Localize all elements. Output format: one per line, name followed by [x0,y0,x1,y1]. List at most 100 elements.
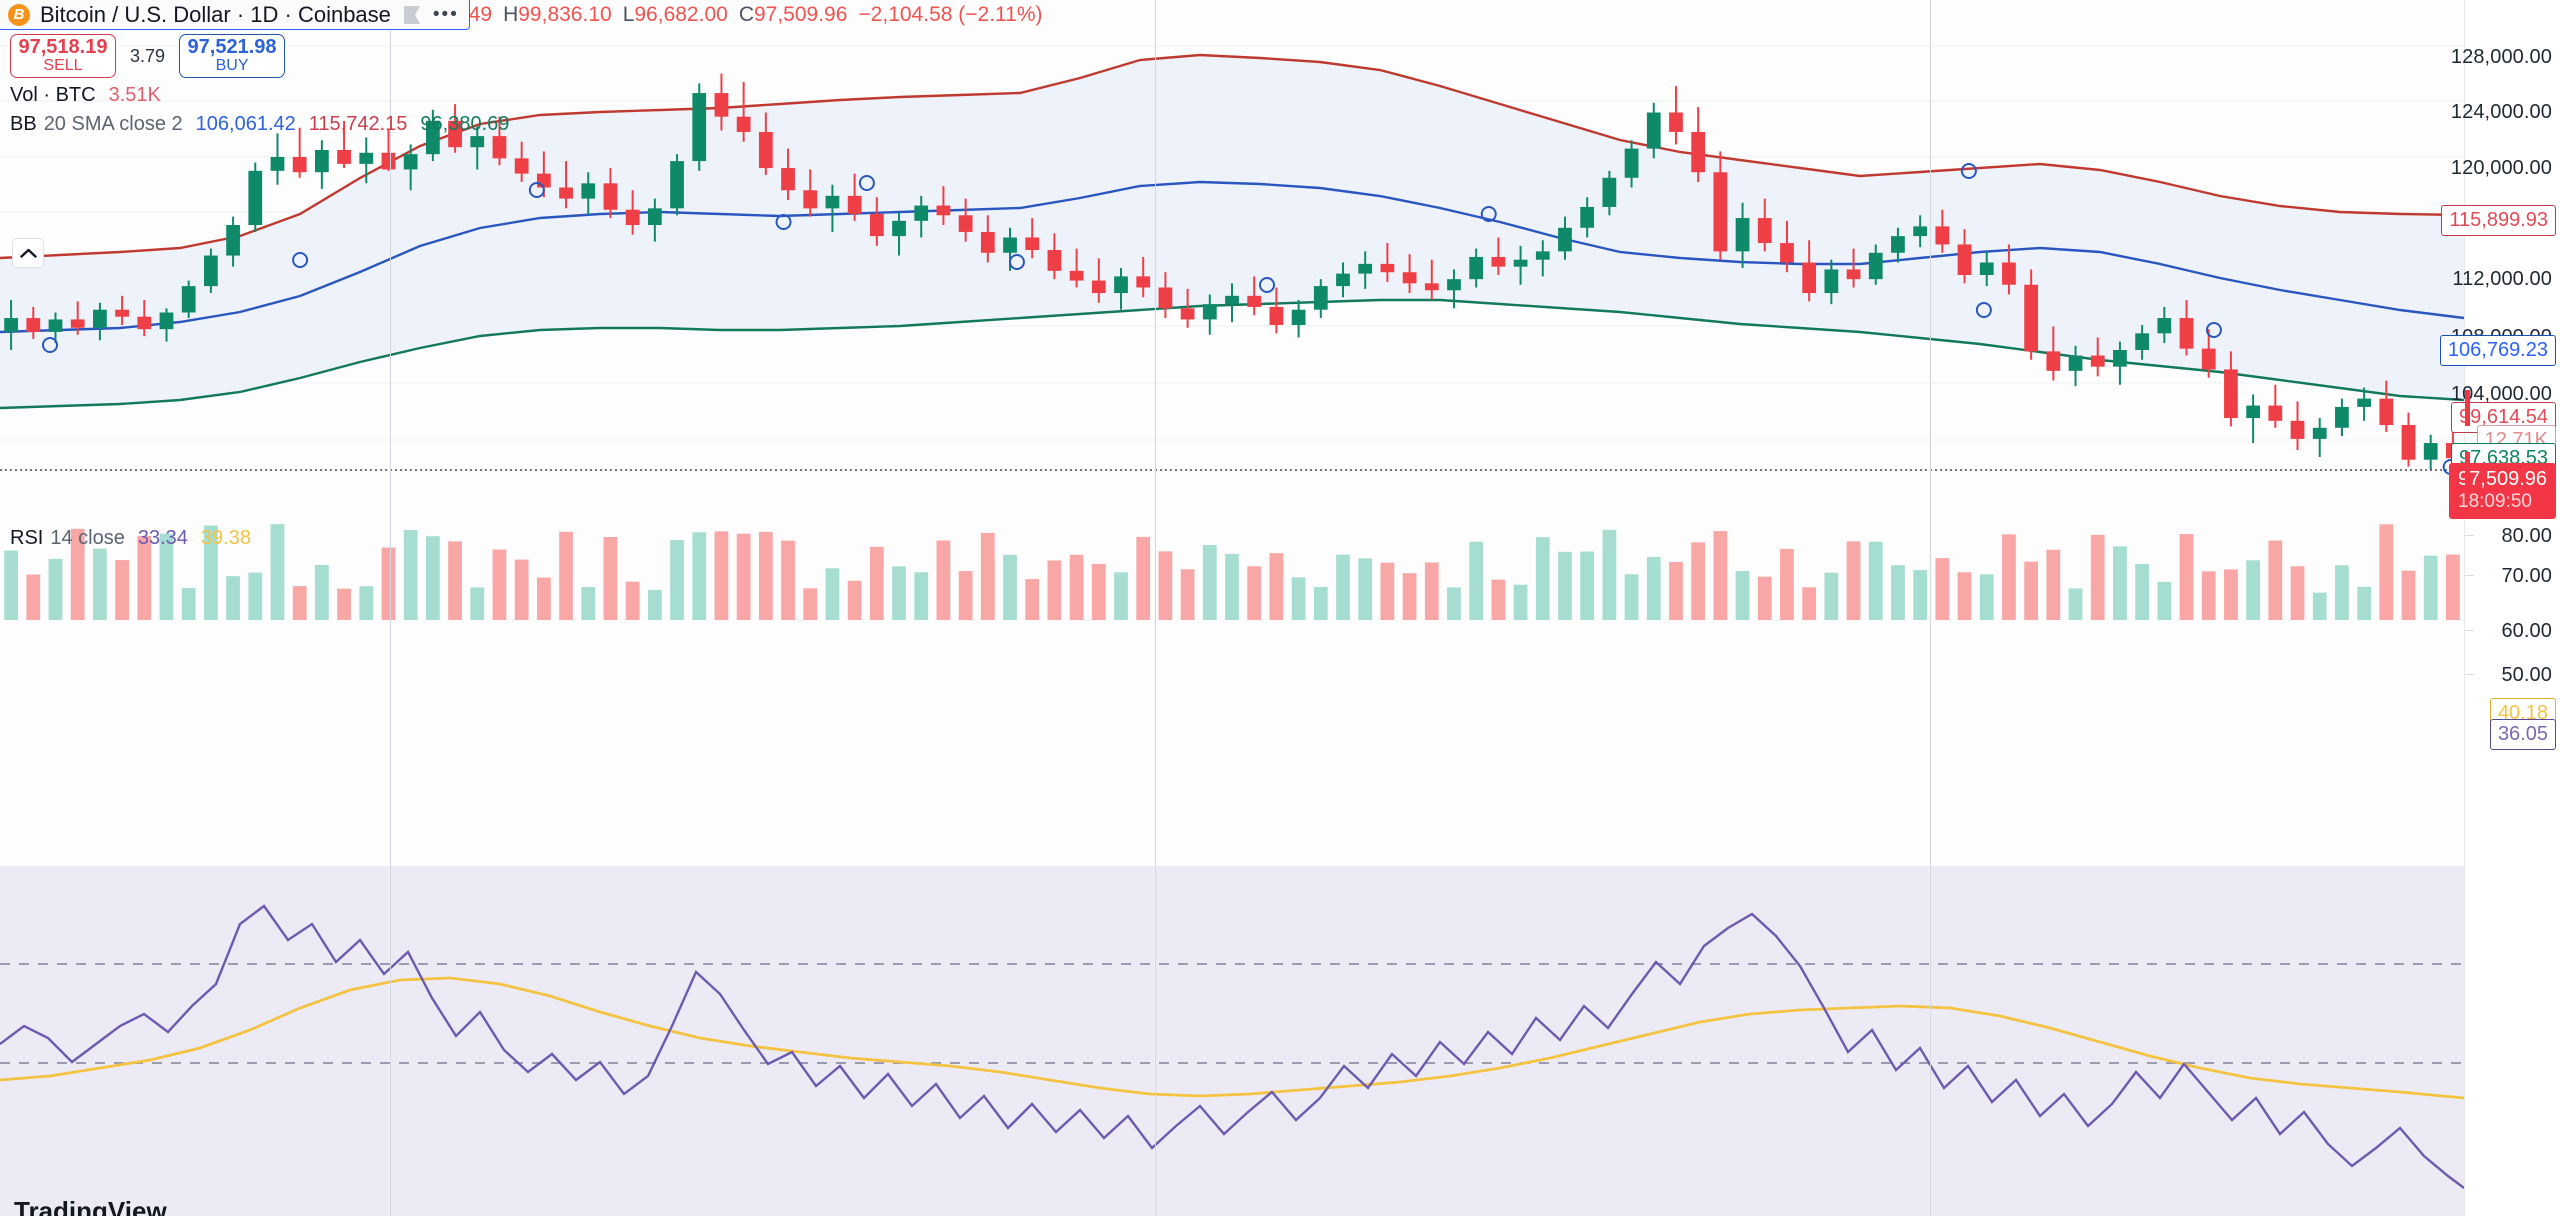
candle-body [758,131,773,169]
candle-body [803,190,818,209]
volume-bar [2135,564,2150,620]
bollinger-upper-value: 115,742.15 [308,113,408,135]
volume-bar [1336,554,1350,620]
candle-body [1669,112,1683,132]
candle-body [1069,270,1084,281]
candle-body [581,183,596,199]
volume-bar [1158,551,1173,620]
rsi-legend[interactable]: RSI 14 close 33.34 39.38 [10,527,251,550]
volume-bar [1202,544,1217,620]
volume-bar [2379,524,2394,620]
volume-bar [1424,562,1439,620]
rsi-main-line [0,904,2464,1189]
candle-body [1225,295,1239,305]
candle-body [470,136,485,148]
volume-legend-value: 3.51K [108,84,161,106]
volume-bar [1469,541,1484,620]
price-axis-tick-10: 50.00 [2501,664,2552,686]
candle-body [2135,333,2150,350]
volume-bar [1047,560,1062,620]
trade-marker [2205,322,2222,338]
candle-body [536,173,551,188]
volume-bar [26,574,41,620]
candle-body [70,319,85,328]
rsi-value-badge[interactable]: 36.05 [2489,719,2556,751]
symbol-header[interactable]: B Bitcoin / U.S. Dollar · 1D · Coinbase … [0,0,470,30]
volume-bar [2268,540,2283,620]
symbol-title[interactable]: Bitcoin / U.S. Dollar · 1D · Coinbase [40,1,391,27]
volume-bar [314,564,329,620]
trade-marker [42,337,59,353]
bar-countdown: 18:09:50 [2458,491,2532,513]
rsi-value: 33.34 [137,527,188,549]
trade-marker [1960,163,1977,179]
candle-body [1868,252,1883,280]
volume-bar [248,572,263,620]
candle-body [936,205,951,216]
rsi-chart-svg [0,866,2464,1216]
volume-bar [736,533,751,620]
candle-body [4,318,18,332]
trade-markers [42,163,2459,475]
bollinger-basis-value: 106,061.42 [195,113,296,135]
candle-body [1646,112,1661,149]
bb-upper-badge[interactable]: 115,899.93 [2441,205,2556,237]
volume-bar [1513,584,1528,620]
volume-bar [381,547,396,620]
volume-bar [1291,577,1306,620]
volume-bar [2090,534,2105,620]
bollinger-legend[interactable]: BB 20 SMA close 2 106,061.42 115,742.15 … [10,113,509,136]
volume-bar [48,558,63,620]
volume-bar [825,568,840,620]
volume-bar [2357,586,2371,620]
volume-bar [2179,534,2194,620]
volume-bar [2046,549,2061,620]
last-price-badge[interactable]: 97,509.96 18:09:50 [2449,463,2556,519]
price-axis-tick-2: 120,000.00 [2450,157,2552,179]
volume-legend[interactable]: Vol · BTC 3.51K [10,84,161,107]
candle-body [93,309,107,328]
candle-body [1114,276,1128,294]
price-axis-tick-7: 80.00 [2501,525,2552,547]
candle-body [1691,131,1706,173]
rsi-indicator-pane[interactable] [0,866,2464,1216]
price-chart-pane[interactable] [0,0,2464,866]
volume-bar [1913,570,1928,620]
candle-body [1180,308,1195,320]
price-axis[interactable]: 128,000.00 124,000.00 120,000.00 112,000.00… [2439,0,2560,1216]
flag-icon[interactable] [401,5,423,25]
more-options-icon[interactable]: ••• [432,3,459,25]
candle-body [1891,236,1905,253]
volume-bar [625,581,640,620]
buy-button[interactable]: 97,521.98 BUY [179,34,286,78]
candle-body [2068,355,2083,371]
trade-marker [292,252,309,268]
candle-body [625,209,640,225]
volume-bar [470,587,485,620]
bb-basis-badge[interactable]: 106,769.23 [2439,335,2556,367]
price-axis-tick-5: 104,000.00 [2450,383,2552,405]
candle-body [825,195,840,209]
candle-body [2312,427,2327,439]
sell-button[interactable]: 97,518.19 SELL [10,34,116,78]
candle-body [1624,148,1639,178]
collapse-pane-button[interactable] [12,238,44,268]
candle-body [1291,309,1306,325]
volume-bar [1091,563,1106,620]
candle-body [48,319,63,332]
volume-bar [159,533,174,620]
volume-bar [1380,562,1395,620]
rsi-signal-value: 39.38 [200,527,251,549]
volume-bar [1358,558,1373,620]
volume-bar [70,528,85,620]
candle-body [381,152,396,170]
volume-bar [1269,553,1284,620]
candle-body [781,168,795,191]
volume-bar [1802,587,1817,620]
volume-bar [2113,546,2127,620]
volume-bar [2290,566,2305,620]
candle-body [2423,443,2438,460]
candle-body [1757,218,1772,244]
volume-bar [1713,531,1728,620]
price-axis-tick-1: 124,000.00 [2450,101,2552,123]
